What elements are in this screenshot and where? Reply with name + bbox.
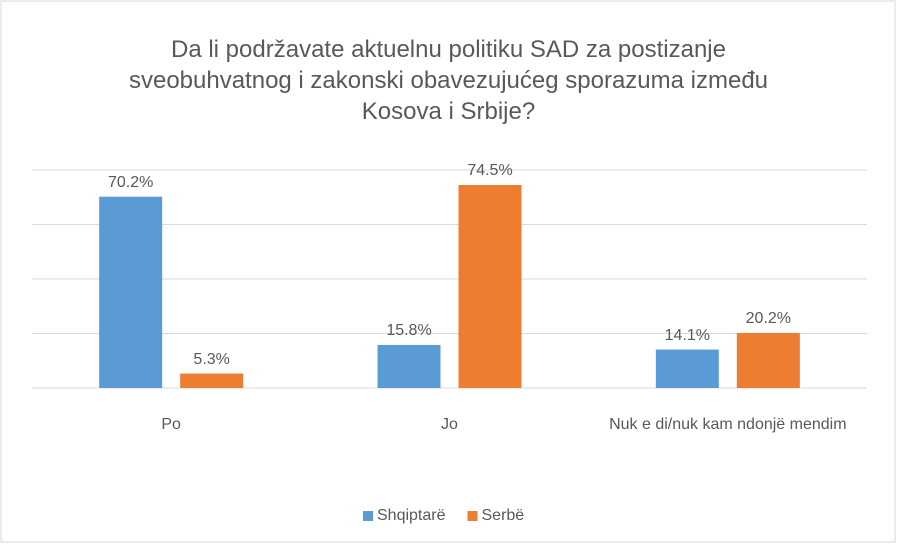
bar [736, 332, 800, 388]
data-label: 20.2% [746, 310, 791, 327]
x-tick-label: Po [161, 416, 181, 433]
bar [377, 344, 441, 388]
data-label: 14.1% [665, 327, 710, 344]
bar [180, 373, 244, 388]
data-label: 70.2% [108, 174, 153, 191]
data-label: 5.3% [193, 351, 229, 368]
x-tick-label: Nuk e di/nuk kam ndonjë mendim [609, 416, 847, 433]
legend-swatch [467, 511, 478, 521]
bar [458, 184, 522, 388]
bar [99, 196, 163, 388]
data-label: 15.8% [386, 322, 431, 339]
x-tick-label: Jo [441, 416, 458, 433]
data-label: 74.5% [467, 162, 512, 179]
bar [655, 349, 719, 388]
chart-title: Da li podržavate aktuelnu politiku SAD z… [128, 36, 769, 125]
legend-label: Shqiptarë [377, 507, 446, 524]
legend-swatch [363, 511, 373, 521]
legend-label: Serbë [482, 507, 525, 524]
